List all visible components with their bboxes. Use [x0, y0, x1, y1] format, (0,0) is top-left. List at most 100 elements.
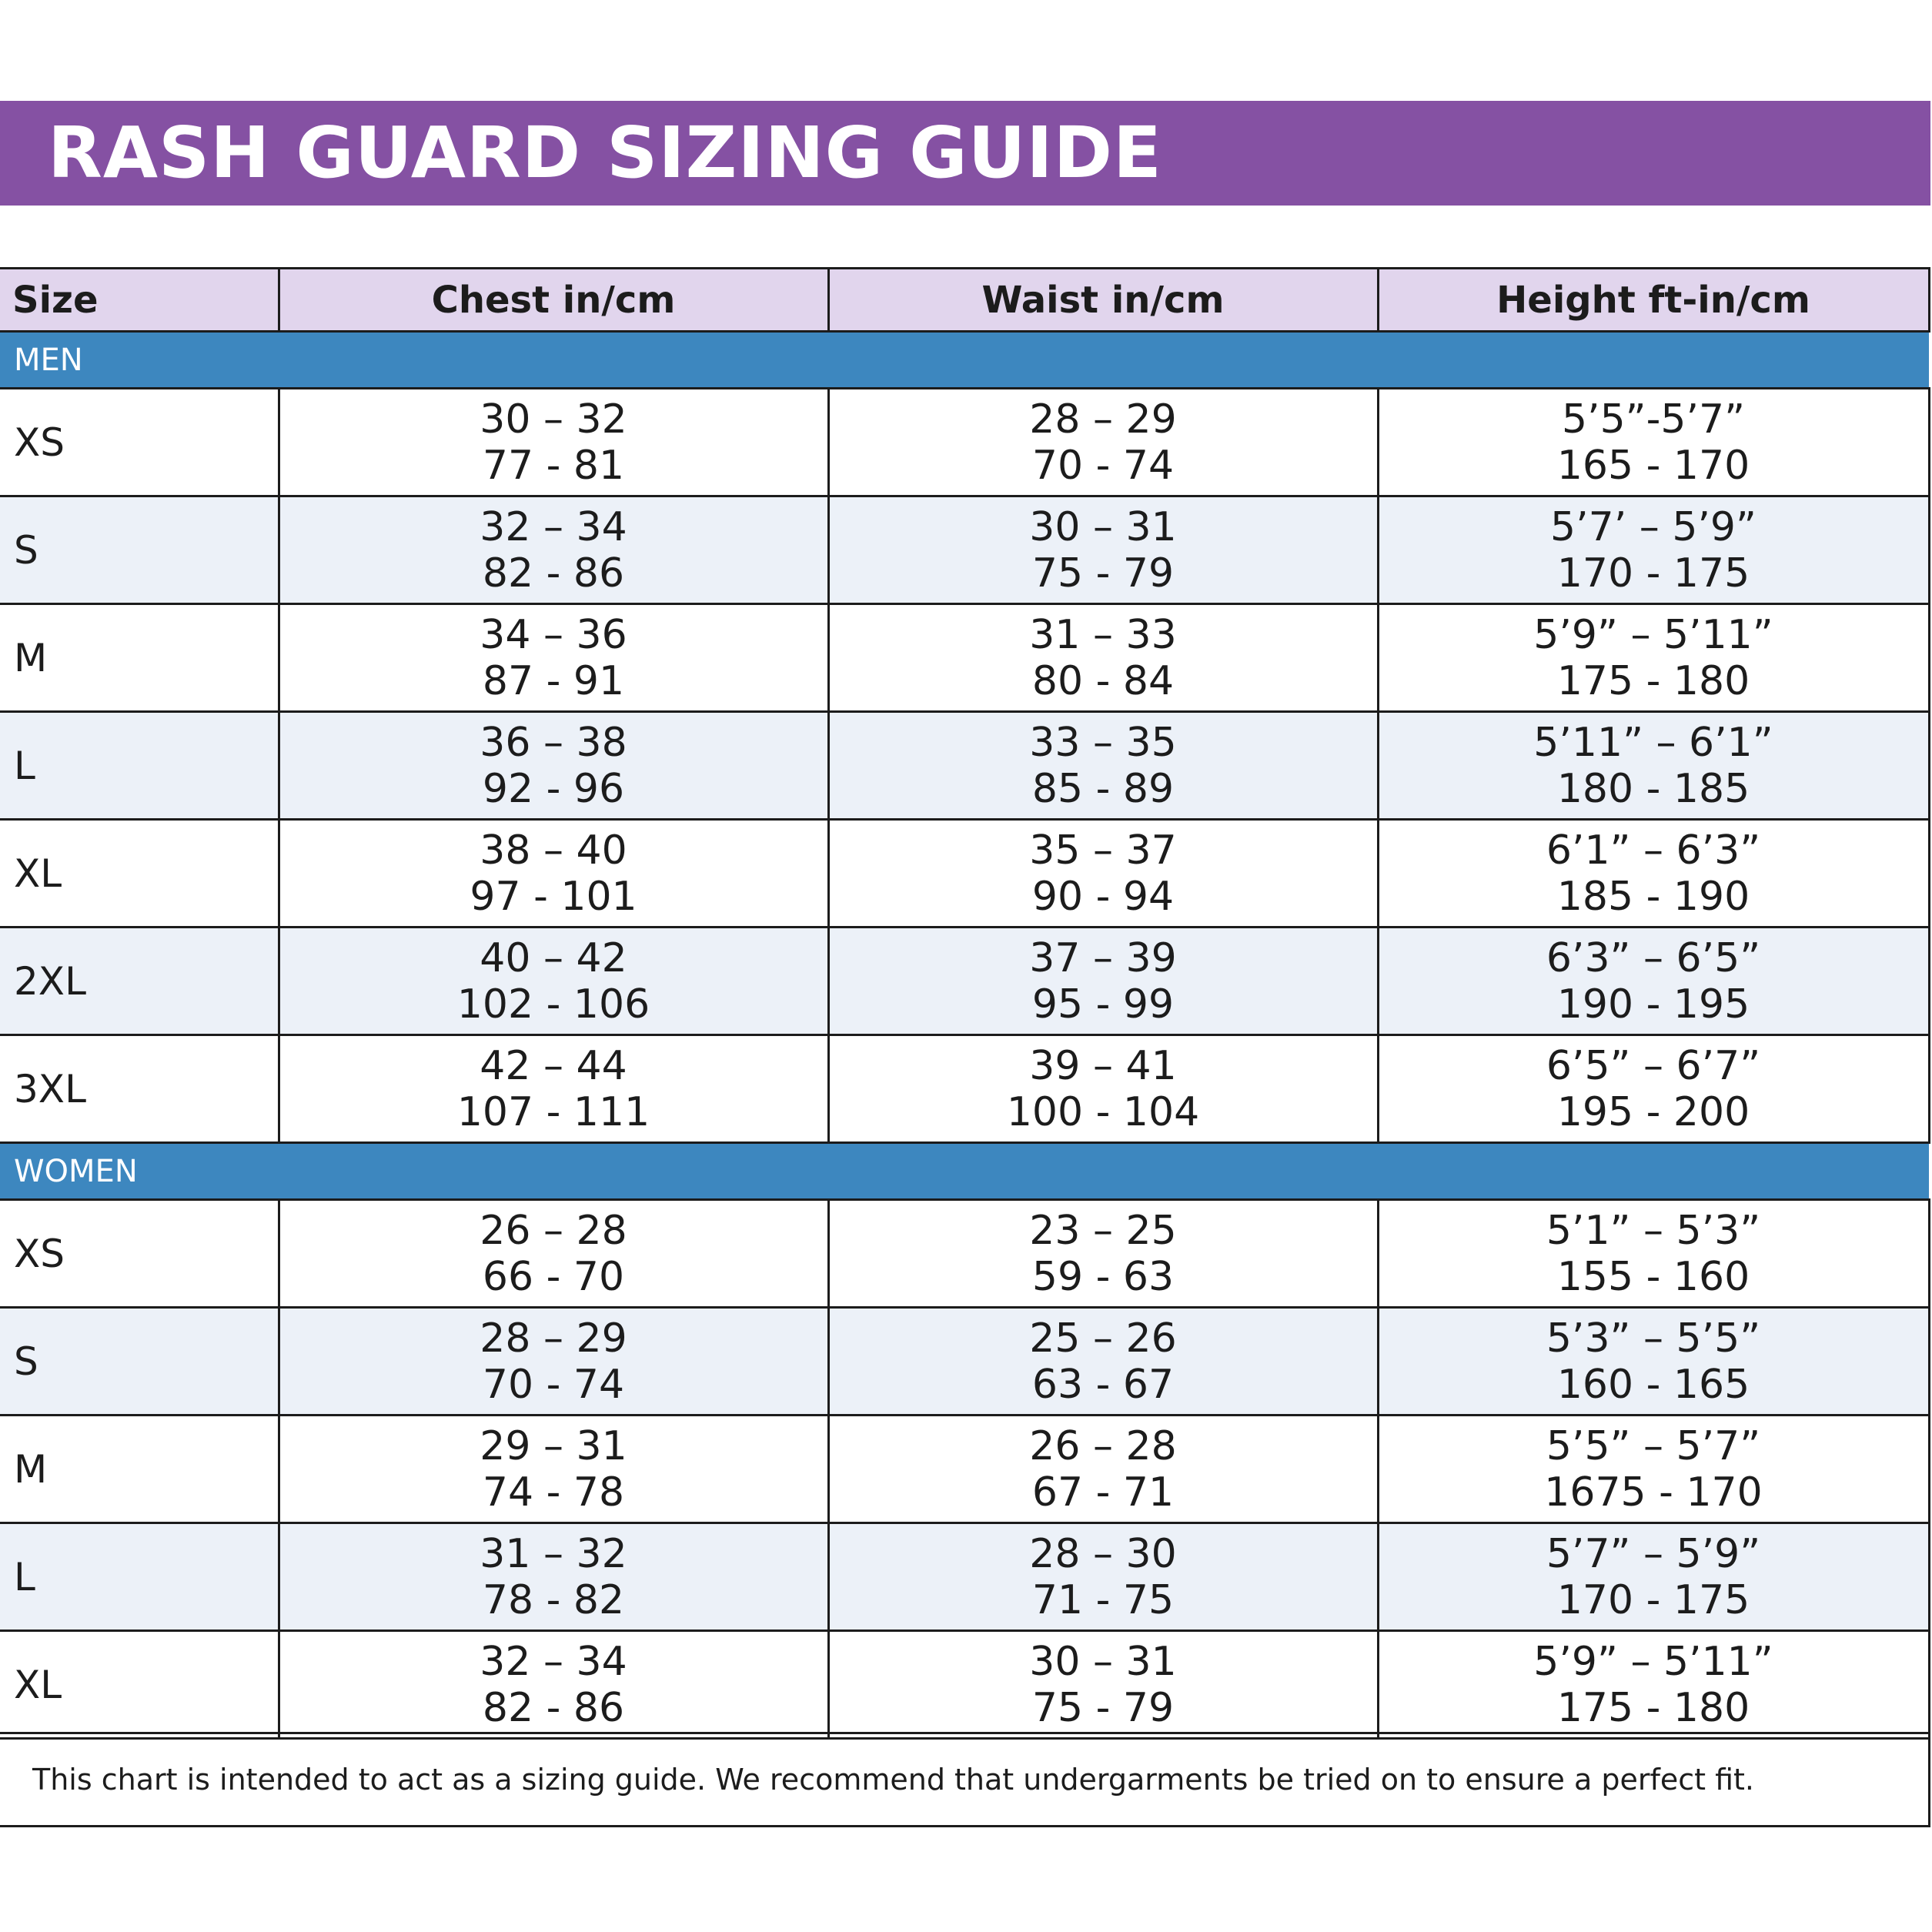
footer-note-box: This chart is intended to act as a sizin…: [0, 1732, 1930, 1827]
waist-cell: 28 – 30 71 - 75: [827, 1522, 1379, 1632]
height-cell-metric: 1675 - 170: [1544, 1469, 1763, 1516]
size-cell: M: [0, 1414, 280, 1524]
chest-cell: 26 – 28 66 - 70: [277, 1198, 830, 1309]
size-cell: 2XL: [0, 926, 280, 1036]
height-cell-metric: 190 - 195: [1556, 981, 1750, 1028]
table-row: L 31 – 32 78 - 82 28 – 30 71 - 75 5’7” – 5’9”…: [0, 1522, 1930, 1632]
waist-cell-metric: 95 - 99: [1031, 981, 1175, 1028]
header-height: Height ft-in/cm: [1376, 267, 1930, 333]
sizing-table-wrapper: Size Chest in/cm Waist in/cm Height ft-i…: [0, 267, 1930, 1740]
chest-cell-imperial: 32 – 34: [480, 503, 627, 550]
chest-cell: 29 – 31 74 - 78: [277, 1414, 830, 1524]
height-cell-imperial: 5’5”-5’7”: [1561, 396, 1746, 443]
height-cell: 5’5”-5’7” 165 - 170: [1376, 387, 1930, 497]
chest-cell-metric: 92 - 96: [482, 765, 625, 812]
table-row: 2XL 40 – 42 102 - 106 37 – 39 95 - 99 6’3” – …: [0, 926, 1930, 1036]
waist-cell: 37 – 39 95 - 99: [827, 926, 1379, 1036]
height-cell-imperial: 5’9” – 5’11”: [1533, 611, 1773, 658]
height-cell: 5’11” – 6’1” 180 - 185: [1376, 710, 1930, 821]
chest-cell: 28 – 29 70 - 74: [277, 1306, 830, 1416]
size-cell: XS: [0, 1198, 280, 1309]
height-cell: 5’7” – 5’9” 170 - 175: [1376, 1522, 1930, 1632]
chest-cell-imperial: 42 – 44: [480, 1042, 627, 1089]
chest-cell-metric: 77 - 81: [482, 442, 625, 489]
height-cell-metric: 185 - 190: [1556, 873, 1750, 920]
waist-cell: 25 – 26 63 - 67: [827, 1306, 1379, 1416]
waist-cell: 23 – 25 59 - 63: [827, 1198, 1379, 1309]
waist-cell-metric: 67 - 71: [1031, 1469, 1175, 1516]
height-cell: 5’9” – 5’11” 175 - 180: [1376, 1629, 1930, 1740]
height-cell: 5’9” – 5’11” 175 - 180: [1376, 603, 1930, 713]
waist-cell-imperial: 23 – 25: [1029, 1207, 1177, 1254]
header-row: Size Chest in/cm Waist in/cm Height ft-i…: [0, 267, 1930, 333]
height-cell-imperial: 5’5” – 5’7”: [1546, 1422, 1761, 1469]
waist-cell-metric: 75 - 79: [1031, 1684, 1175, 1731]
waist-cell-metric: 70 - 74: [1031, 442, 1175, 489]
chest-cell-metric: 102 - 106: [456, 981, 650, 1028]
sizing-table: Size Chest in/cm Waist in/cm Height ft-i…: [0, 267, 1930, 1740]
waist-cell-imperial: 37 – 39: [1029, 934, 1177, 981]
chest-cell-metric: 87 - 91: [482, 657, 625, 704]
chest-cell: 40 – 42 102 - 106: [277, 926, 830, 1036]
footer-note: This chart is intended to act as a sizin…: [32, 1763, 1755, 1797]
table-row: XL 32 – 34 82 - 86 30 – 31 75 - 79 5’9” – 5’1…: [0, 1629, 1930, 1740]
waist-cell-imperial: 35 – 37: [1029, 827, 1177, 874]
height-cell-metric: 165 - 170: [1556, 442, 1750, 489]
waist-cell: 30 – 31 75 - 79: [827, 1629, 1379, 1740]
height-cell: 6’1” – 6’3” 185 - 190: [1376, 818, 1930, 928]
chest-cell: 30 – 32 77 - 81: [277, 387, 830, 497]
chest-cell: 34 – 36 87 - 91: [277, 603, 830, 713]
waist-cell: 35 – 37 90 - 94: [827, 818, 1379, 928]
waist-cell-imperial: 25 – 26: [1029, 1315, 1177, 1362]
waist-cell-metric: 71 - 75: [1031, 1576, 1175, 1623]
waist-cell-imperial: 31 – 33: [1029, 611, 1177, 658]
size-cell: L: [0, 1522, 280, 1632]
waist-cell-metric: 80 - 84: [1031, 657, 1175, 704]
waist-cell-imperial: 26 – 28: [1029, 1422, 1177, 1469]
waist-cell-imperial: 39 – 41: [1029, 1042, 1177, 1089]
table-row: L 36 – 38 92 - 96 33 – 35 85 - 89 5’11” – 6’1…: [0, 710, 1930, 821]
chest-cell: 31 – 32 78 - 82: [277, 1522, 830, 1632]
title-bar: RASH GUARD SIZING GUIDE: [0, 101, 1930, 206]
chest-cell: 32 – 34 82 - 86: [277, 495, 830, 605]
page-title: RASH GUARD SIZING GUIDE: [48, 112, 1162, 194]
size-cell: S: [0, 495, 280, 605]
waist-cell: 31 – 33 80 - 84: [827, 603, 1379, 713]
chest-cell-imperial: 32 – 34: [480, 1638, 627, 1685]
height-cell-imperial: 5’3” – 5’5”: [1546, 1315, 1761, 1362]
size-cell: 3XL: [0, 1034, 280, 1144]
chest-cell-imperial: 38 – 40: [480, 827, 627, 874]
waist-cell-imperial: 30 – 31: [1029, 1638, 1177, 1685]
table-row: M 34 – 36 87 - 91 31 – 33 80 - 84 5’9” – 5’11…: [0, 603, 1930, 713]
table-row: S 32 – 34 82 - 86 30 – 31 75 - 79 5’7’ – 5’9”…: [0, 495, 1930, 605]
waist-cell: 33 – 35 85 - 89: [827, 710, 1379, 821]
height-cell-imperial: 6’1” – 6’3”: [1546, 827, 1761, 874]
height-cell-imperial: 6’5” – 6’7”: [1546, 1042, 1761, 1089]
section-row: MEN: [0, 330, 1929, 389]
chest-cell-imperial: 31 – 32: [480, 1530, 627, 1577]
height-cell-metric: 170 - 175: [1556, 550, 1750, 597]
height-cell-metric: 175 - 180: [1556, 657, 1750, 704]
chest-cell-metric: 107 - 111: [456, 1088, 650, 1135]
height-cell-metric: 180 - 185: [1556, 765, 1750, 812]
height-cell-imperial: 5’11” – 6’1”: [1533, 719, 1773, 766]
chest-cell-imperial: 36 – 38: [480, 719, 627, 766]
chest-cell-imperial: 28 – 29: [480, 1315, 627, 1362]
size-cell: S: [0, 1306, 280, 1416]
waist-cell-metric: 100 - 104: [1006, 1088, 1200, 1135]
chest-cell-metric: 70 - 74: [482, 1361, 625, 1408]
table-row: S 28 – 29 70 - 74 25 – 26 63 - 67 5’3” – 5’5”…: [0, 1306, 1930, 1416]
waist-cell-metric: 59 - 63: [1031, 1253, 1175, 1300]
height-cell-metric: 175 - 180: [1556, 1684, 1750, 1731]
chest-cell-metric: 97 - 101: [470, 873, 637, 920]
chest-cell-imperial: 34 – 36: [480, 611, 627, 658]
table-row: XS 30 – 32 77 - 81 28 – 29 70 - 74 5’5”-5’7” 1…: [0, 387, 1930, 497]
size-cell: XL: [0, 1629, 280, 1740]
section-label: MEN: [0, 330, 1929, 389]
chest-cell-metric: 82 - 86: [482, 1684, 625, 1731]
table-body: MEN XS 30 – 32 77 - 81 28 – 29 70 - 74 5’5”-5’…: [0, 330, 1930, 1740]
waist-cell: 39 – 41 100 - 104: [827, 1034, 1379, 1144]
height-cell: 5’1” – 5’3” 155 - 160: [1376, 1198, 1930, 1309]
height-cell: 5’7’ – 5’9” 170 - 175: [1376, 495, 1930, 605]
height-cell: 5’5” – 5’7” 1675 - 170: [1376, 1414, 1930, 1524]
